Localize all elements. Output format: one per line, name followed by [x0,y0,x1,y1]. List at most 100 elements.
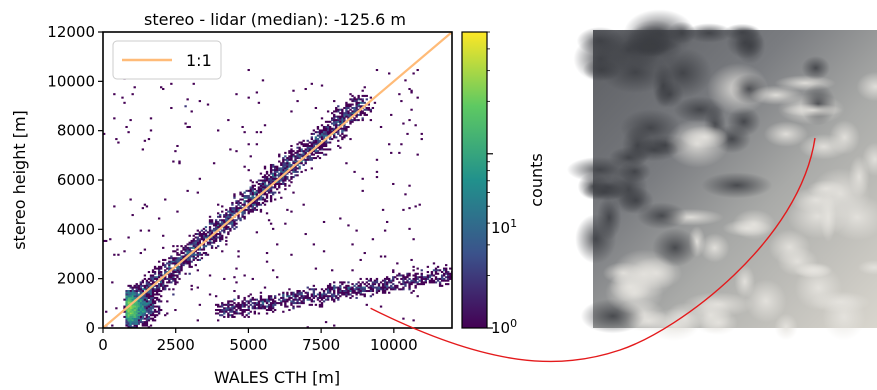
heatmap-cell [333,284,336,287]
heatmap-cell [249,191,252,194]
heatmap-cell [343,290,346,293]
heatmap-cell [294,160,297,163]
heatmap-cell [131,93,134,96]
heatmap-cell [296,170,299,173]
heatmap-cell [217,309,220,312]
heatmap-cell [145,296,149,299]
heatmap-cell [153,267,157,270]
heatmap-cell [276,181,279,184]
heatmap-cell [312,300,316,303]
heatmap-cell [196,255,199,258]
heatmap-cell [355,105,358,108]
heatmap-cell [192,234,195,237]
heatmap-cell [328,125,332,129]
heatmap-cell [274,174,277,177]
heatmap-cell [204,234,208,237]
heatmap-cell [160,300,163,303]
heatmap-cell [174,274,177,277]
heatmap-cell [168,281,171,284]
heatmap-cell [339,108,342,111]
heatmap-cell [290,303,293,306]
heatmap-cell [219,236,222,239]
heatmap-cell [292,160,295,163]
heatmap-cell [196,238,199,241]
heatmap-cell [280,303,283,306]
heatmap-cell [361,112,364,115]
heatmap-cell [286,160,289,163]
heatmap-cell [294,169,297,172]
heatmap-cell [296,163,299,166]
heatmap-cell [143,277,147,280]
heatmap-cell [188,260,191,263]
heatmap-cell [217,220,220,223]
heatmap-cell [251,302,254,305]
heatmap-cell [225,310,228,313]
heatmap-cell [227,303,230,306]
heatmap-cell [406,272,409,275]
heatmap-cell [251,208,254,211]
heatmap-cell [274,184,277,187]
heatmap-cell [337,291,340,294]
heatmap-cell [202,238,206,241]
heatmap-cell [392,276,395,279]
heatmap-cell [135,295,138,298]
heatmap-cell [432,262,436,265]
heatmap-cell [288,158,291,161]
heatmap-cell [121,96,124,99]
heatmap-cell [139,290,142,293]
heatmap-cell [166,281,169,284]
heatmap-cell [225,243,228,246]
heatmap-cell [196,269,199,272]
heatmap-cell [316,138,320,141]
heatmap-cell [267,296,271,299]
heatmap-cell [135,324,138,327]
heatmap-cell [290,296,293,299]
heatmap-cell [178,277,181,280]
heatmap-cell [261,198,265,201]
heatmap-cell [219,309,222,312]
heatmap-cell [141,314,145,317]
heatmap-cell [306,291,309,294]
heatmap-cell [324,132,328,135]
heatmap-cell [434,272,438,275]
heatmap-cell [137,314,140,317]
heatmap-cell [400,143,403,146]
heatmap-cell [155,293,159,296]
heatmap-cell [249,310,252,313]
heatmap-cell [414,272,417,275]
cloud-texture [781,103,844,117]
heatmap-cell [243,208,246,211]
heatmap-cell [131,291,134,294]
heatmap-cell [320,131,324,134]
heatmap-cell [229,310,232,313]
heatmap-cell [133,303,136,306]
heatmap-cell [257,196,261,199]
heatmap-cell [320,136,324,139]
heatmap-cell [359,284,362,287]
heatmap-cell [214,234,218,237]
heatmap-cell [153,296,157,299]
heatmap-cell [247,169,250,172]
heatmap-cell [316,139,320,142]
heatmap-cell [365,113,368,116]
heatmap-cell [271,181,275,184]
heatmap-cell [294,151,297,154]
heatmap-cell [320,302,324,305]
heatmap-cell [290,110,293,113]
heatmap-cell [186,257,189,260]
heatmap-cell [145,324,149,327]
heatmap-cell [180,269,183,272]
heatmap-cell [202,231,206,234]
heatmap-cell [322,143,326,146]
heatmap-cell [143,296,147,299]
heatmap-cell [157,310,161,313]
heatmap-cell [398,151,401,154]
heatmap-cell [351,291,354,294]
heatmap-cell [274,165,277,168]
heatmap-cell [247,96,250,99]
heatmap-cell [237,208,240,211]
heatmap-cell [373,279,377,282]
heatmap-cell [143,324,147,327]
heatmap-cell [131,312,134,315]
heatmap-cell [129,326,132,328]
